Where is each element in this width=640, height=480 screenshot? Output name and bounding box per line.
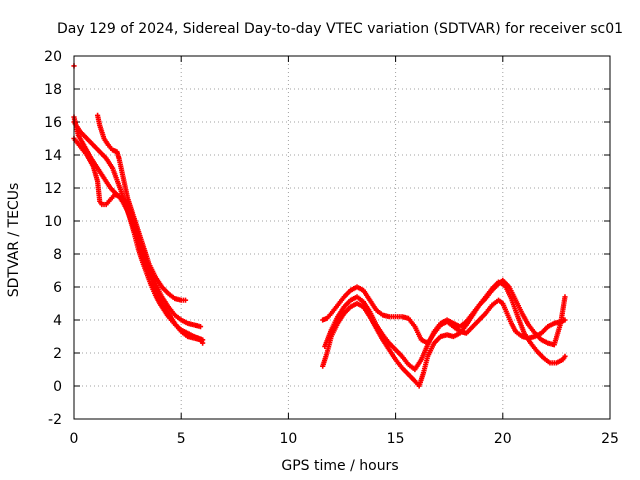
y-tick-label: 12 [44, 181, 62, 197]
y-axis-label: SDTVAR / TECUs [6, 183, 22, 298]
x-tick-label: 15 [387, 431, 405, 447]
x-axis-label: GPS time / hours [281, 458, 398, 474]
x-tick-label: 5 [177, 431, 186, 447]
data-points [71, 63, 568, 389]
y-tick-label: 18 [44, 82, 62, 98]
data-point [182, 297, 189, 303]
y-tick-label: 8 [53, 247, 62, 263]
y-tick-label: 14 [44, 148, 62, 164]
data-point [197, 324, 204, 330]
x-tick-label: 0 [70, 431, 79, 447]
y-tick-label: 4 [53, 313, 62, 329]
data-point [200, 340, 206, 346]
y-tick-label: 6 [53, 280, 62, 296]
plot-frame [73, 55, 611, 420]
y-tick-label: 0 [53, 379, 62, 395]
y-tick-label: 2 [53, 346, 62, 362]
x-tick-label: 20 [494, 431, 512, 447]
x-tick-label: 10 [279, 431, 297, 447]
data-point [562, 353, 568, 359]
chart-title: Day 129 of 2024, Sidereal Day-to-day VTE… [57, 21, 623, 37]
y-tick-label: 20 [44, 49, 62, 65]
tick-labels: 0 5 10 15 20 25 -2 0 2 4 6 8 10 12 14 16 18 20 [44, 49, 619, 447]
y-tick-label: 10 [44, 214, 62, 230]
data-point [562, 294, 568, 300]
y-tick-label: 16 [44, 115, 62, 131]
y-tick-label: -2 [48, 412, 62, 428]
x-tick-label: 25 [601, 431, 619, 447]
